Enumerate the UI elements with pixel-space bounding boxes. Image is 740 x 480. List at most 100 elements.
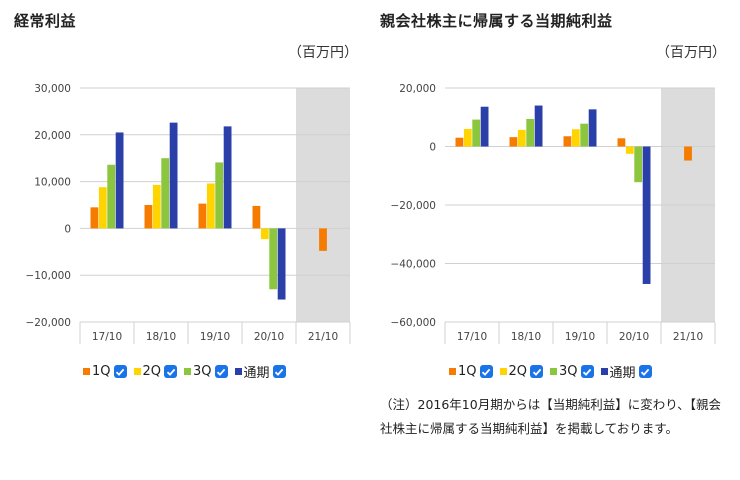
units-label: （百万円） xyxy=(288,45,358,61)
bar-2Q-19/10[interactable] xyxy=(206,183,215,229)
legend-checkbox-full-year[interactable] xyxy=(272,365,286,378)
legend: 1Q 2Q 3Q 通期 xyxy=(83,362,293,381)
legend-label: 通期 xyxy=(243,366,270,381)
check-icon xyxy=(640,368,650,376)
bar-通期-19/10[interactable] xyxy=(223,126,232,229)
bar-3Q-20/10[interactable] xyxy=(269,228,278,290)
legend-checkbox-1q[interactable] xyxy=(113,365,127,378)
legend-swatch xyxy=(234,368,242,375)
bar-通期-17/10[interactable] xyxy=(480,106,489,147)
y-tick-label: 0 xyxy=(429,142,436,154)
legend-item-2q: 2Q xyxy=(133,364,178,379)
legend-swatch xyxy=(133,368,141,375)
legend-checkbox-3q[interactable] xyxy=(580,365,594,378)
bar-2Q-18/10[interactable] xyxy=(517,129,526,147)
bar-3Q-17/10[interactable] xyxy=(472,119,481,147)
bar-通期-20/10[interactable] xyxy=(642,146,651,284)
legend-item-full-year: 通期 xyxy=(234,362,286,381)
y-tick-label: 0 xyxy=(64,223,71,235)
bar-通期-19/10[interactable] xyxy=(588,109,597,147)
bar-通期-18/10[interactable] xyxy=(534,105,543,147)
net-profit-panel: 20,000 0 −20,000 −40,000 −60,000 17/10 18/10 19… xyxy=(370,0,740,480)
legend-label: 2Q xyxy=(142,364,162,379)
bar-3Q-17/10[interactable] xyxy=(107,164,116,229)
check-icon xyxy=(274,368,284,376)
bar-2Q-18/10[interactable] xyxy=(152,184,161,229)
x-tick-label: 21/10 xyxy=(308,331,338,343)
ordinary-profit-panel: 30,000 20,000 10,000 0 −10,000 −20,000 17/10 18… xyxy=(14,12,358,381)
legend-swatch xyxy=(83,368,90,375)
y-tick-label: 30,000 xyxy=(34,83,71,95)
units-label: （百万円） xyxy=(656,45,726,61)
legend-label: 2Q xyxy=(508,364,528,379)
x-tick-label: 19/10 xyxy=(200,331,230,343)
legend: 1Q 2Q 3Q 通期 xyxy=(449,362,659,381)
y-tick-label: −10,000 xyxy=(25,270,71,282)
bar-1Q-21/10[interactable] xyxy=(319,228,327,251)
bar-3Q-19/10[interactable] xyxy=(215,162,224,229)
y-tick-label: 10,000 xyxy=(34,177,71,189)
footnote: （注）2016年10月期からは【当期純利益】に変わり、【親会社株主に帰属する当期… xyxy=(380,397,721,436)
legend-checkbox-3q[interactable] xyxy=(214,365,228,378)
check-icon xyxy=(166,368,175,376)
check-icon xyxy=(115,368,125,376)
y-tick-label: −20,000 xyxy=(25,317,71,329)
x-tick-label: 20/10 xyxy=(254,331,284,343)
check-icon xyxy=(481,368,491,376)
legend-swatch xyxy=(600,368,608,375)
legend-label: 1Q xyxy=(458,364,477,379)
x-tick-label: 20/10 xyxy=(619,331,649,343)
bar-2Q-19/10[interactable] xyxy=(571,129,580,147)
ordinary-profit-chart: 30,000 20,000 10,000 0 −10,000 −20,000 17/10 18… xyxy=(25,83,351,344)
legend-item-full-year: 通期 xyxy=(600,362,652,381)
legend-item-1q: 1Q xyxy=(449,364,493,379)
legend-swatch xyxy=(184,368,192,375)
legend-swatch xyxy=(449,368,456,375)
bar-1Q-17/10[interactable] xyxy=(90,207,99,229)
y-tick-label: 20,000 xyxy=(399,83,436,95)
bar-通期-20/10[interactable] xyxy=(277,228,286,300)
bar-1Q-21/10[interactable] xyxy=(684,146,692,161)
legend-checkbox-2q[interactable] xyxy=(164,365,178,378)
net-profit-chart: 20,000 0 −20,000 −40,000 −60,000 17/10 18/10 19… xyxy=(390,83,716,344)
legend-label: 1Q xyxy=(92,364,111,379)
legend-checkbox-2q[interactable] xyxy=(530,365,544,378)
legend-swatch xyxy=(499,368,507,375)
bar-2Q-17/10[interactable] xyxy=(98,187,107,229)
bar-通期-17/10[interactable] xyxy=(115,132,124,229)
bar-3Q-18/10[interactable] xyxy=(526,119,535,147)
legend-checkbox-1q[interactable] xyxy=(479,365,493,378)
bar-1Q-20/10[interactable] xyxy=(252,205,261,229)
bar-1Q-19/10[interactable] xyxy=(198,203,207,229)
legend-item-3q: 3Q xyxy=(184,364,228,379)
bar-1Q-19/10[interactable] xyxy=(563,136,572,147)
forecast-shade xyxy=(296,88,350,322)
bar-3Q-19/10[interactable] xyxy=(580,123,589,147)
legend-item-1q: 1Q xyxy=(83,364,127,379)
bar-3Q-20/10[interactable] xyxy=(634,146,643,183)
legend-checkbox-full-year[interactable] xyxy=(638,365,652,378)
bar-1Q-18/10[interactable] xyxy=(144,205,153,229)
y-tick-label: −20,000 xyxy=(390,200,436,212)
bar-1Q-17/10[interactable] xyxy=(455,137,464,147)
chart-title: 経常利益 xyxy=(14,12,77,30)
x-tick-label: 17/10 xyxy=(92,331,122,343)
x-tick-label: 21/10 xyxy=(673,331,703,343)
bar-2Q-20/10[interactable] xyxy=(625,146,634,154)
legend-item-3q: 3Q xyxy=(550,364,594,379)
bar-3Q-18/10[interactable] xyxy=(161,158,170,229)
legend-label: 3Q xyxy=(559,364,578,379)
chart-title: 親会社株主に帰属する当期純利益 xyxy=(380,12,613,30)
x-tick-label: 17/10 xyxy=(457,331,487,343)
x-tick-label: 19/10 xyxy=(565,331,595,343)
bar-1Q-18/10[interactable] xyxy=(509,137,518,147)
check-icon xyxy=(532,368,541,376)
y-tick-label: 20,000 xyxy=(34,130,71,142)
bar-2Q-17/10[interactable] xyxy=(463,128,472,147)
bar-通期-18/10[interactable] xyxy=(169,122,178,229)
check-icon xyxy=(582,368,592,376)
bar-1Q-20/10[interactable] xyxy=(617,138,626,147)
bar-2Q-20/10[interactable] xyxy=(260,228,269,240)
x-tick-label: 18/10 xyxy=(511,331,541,343)
legend-swatch xyxy=(550,368,558,375)
